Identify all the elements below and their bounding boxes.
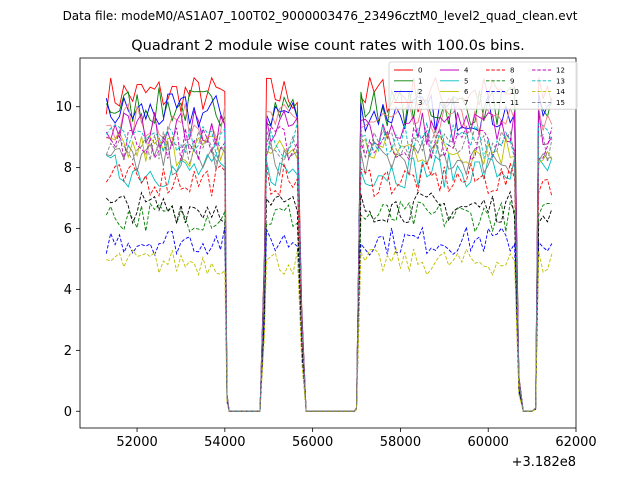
figure-suptitle: Data file: modeM0/AS1A07_100T02_90000034… xyxy=(63,9,578,23)
y-tick-label: 4 xyxy=(64,283,72,298)
legend-label-11: 11 xyxy=(510,99,519,107)
legend-label-14: 14 xyxy=(556,88,565,96)
y-tick-label: 6 xyxy=(64,222,72,237)
legend-label-12: 12 xyxy=(556,67,565,75)
y-tick-label: 0 xyxy=(64,405,72,420)
legend-label-8: 8 xyxy=(510,67,514,75)
x-tick-label: 52000 xyxy=(116,435,157,450)
x-tick-label: 62000 xyxy=(555,435,596,450)
legend-label-10: 10 xyxy=(510,88,519,96)
x-tick-label: 60000 xyxy=(468,435,509,450)
legend-label-5: 5 xyxy=(464,77,468,85)
legend-label-4: 4 xyxy=(464,67,469,75)
legend-label-9: 9 xyxy=(510,77,514,85)
series-line-15 xyxy=(105,127,553,412)
legend-label-13: 13 xyxy=(556,77,565,85)
y-tick-label: 8 xyxy=(64,161,72,176)
plot-frame xyxy=(79,57,577,429)
legend-box xyxy=(388,61,578,110)
x-tick-label: 58000 xyxy=(380,435,421,450)
series-line-14 xyxy=(106,247,553,412)
series-line-13 xyxy=(105,122,553,412)
x-tick-label: 56000 xyxy=(292,435,333,450)
legend-label-7: 7 xyxy=(464,99,468,107)
legend-label-0: 0 xyxy=(418,67,422,75)
legend-label-6: 6 xyxy=(464,88,469,96)
x-tick-label: 54000 xyxy=(204,435,245,450)
axis-ticks: 52000 54000 56000 58000 60000 62000 0 2 4 6 8 10 xyxy=(55,100,596,450)
series-line-11 xyxy=(105,190,553,412)
series-line-12 xyxy=(106,125,553,412)
chart-title: Quadrant 2 module wise count rates with … xyxy=(131,38,525,54)
x-offset-label: +3.182e8 xyxy=(512,455,576,470)
legend-label-15: 15 xyxy=(556,99,565,107)
legend-label-2: 2 xyxy=(418,88,422,96)
legend-label-3: 3 xyxy=(418,99,422,107)
series-layer xyxy=(105,76,553,412)
y-tick-label: 10 xyxy=(55,100,72,115)
series-line-10 xyxy=(105,226,553,412)
legend-label-1: 1 xyxy=(418,77,422,85)
y-tick-label: 2 xyxy=(64,344,72,359)
